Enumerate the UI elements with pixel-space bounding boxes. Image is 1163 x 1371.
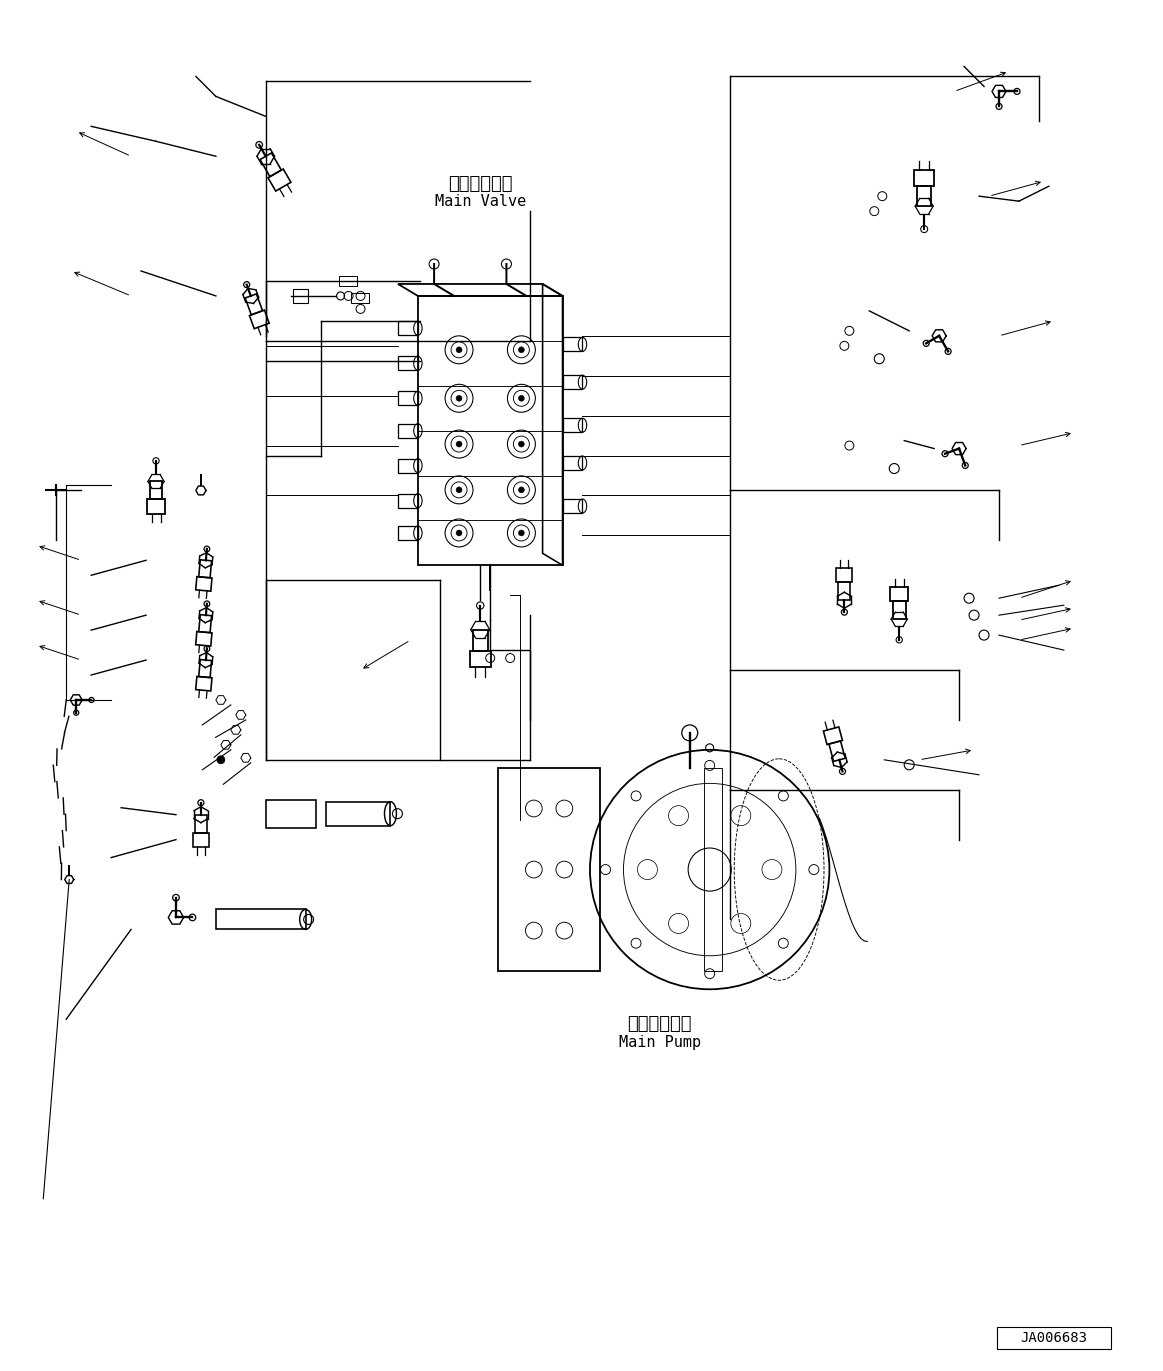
Text: メインバルブ: メインバルブ — [448, 175, 513, 193]
Text: Main Valve: Main Valve — [435, 193, 526, 208]
Bar — [563, 337, 583, 351]
Bar — [398, 526, 418, 540]
Circle shape — [456, 441, 462, 447]
Bar — [326, 802, 391, 825]
Circle shape — [456, 531, 462, 536]
Bar — [997, 1327, 1111, 1349]
Text: JA006683: JA006683 — [1020, 1331, 1087, 1345]
Bar — [563, 418, 583, 432]
Circle shape — [456, 347, 462, 352]
Circle shape — [519, 531, 525, 536]
Bar — [398, 424, 418, 437]
Bar — [563, 376, 583, 389]
Bar — [293, 289, 308, 303]
Bar — [350, 293, 369, 303]
Bar — [563, 499, 583, 513]
Bar — [398, 391, 418, 406]
Bar — [266, 799, 315, 828]
Bar — [216, 909, 306, 930]
Circle shape — [216, 755, 224, 764]
Circle shape — [519, 487, 525, 492]
Bar — [398, 356, 418, 370]
Circle shape — [519, 347, 525, 352]
Text: メインポンプ: メインポンプ — [628, 1015, 692, 1034]
Bar — [563, 457, 583, 470]
Circle shape — [456, 395, 462, 402]
Text: Main Pump: Main Pump — [619, 1035, 701, 1050]
Bar — [704, 768, 722, 971]
Bar — [338, 276, 357, 287]
Bar — [398, 494, 418, 507]
Circle shape — [519, 441, 525, 447]
Circle shape — [456, 487, 462, 492]
Bar — [398, 459, 418, 473]
Bar — [498, 768, 600, 971]
Bar — [398, 321, 418, 336]
Circle shape — [519, 395, 525, 402]
